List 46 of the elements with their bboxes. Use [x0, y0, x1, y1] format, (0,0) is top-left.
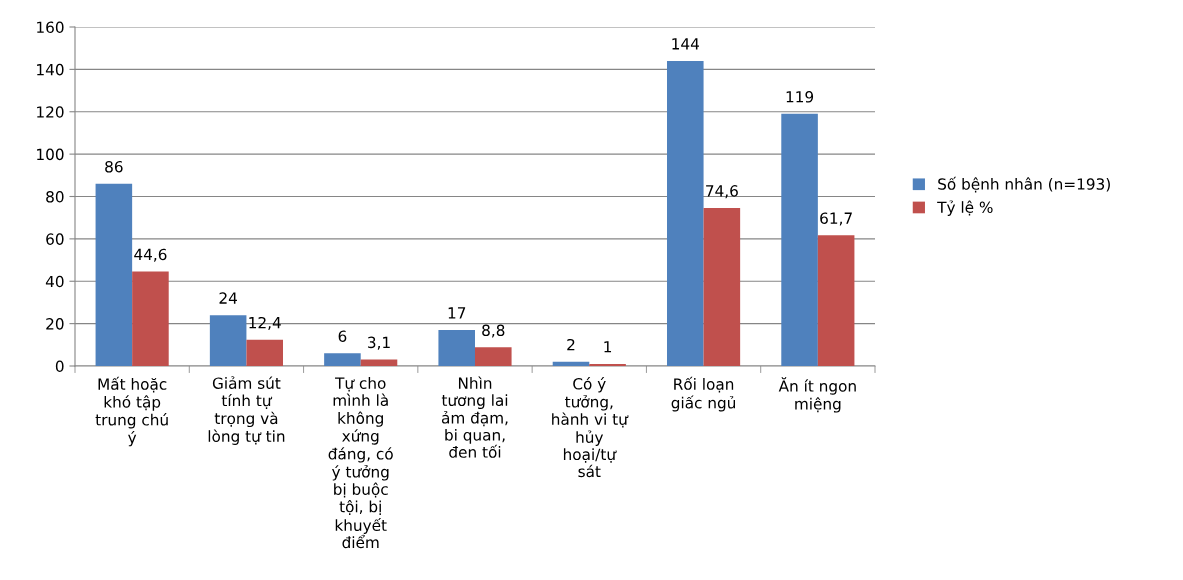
- bar: [817, 235, 855, 366]
- data-label: 44,6: [134, 248, 167, 262]
- bar: [667, 60, 704, 366]
- data-label: 61,7: [820, 212, 852, 226]
- x-tick-label: Nhìn tương lai ảm đạm, bi quan, đen tối: [441, 376, 508, 458]
- bar: [246, 339, 283, 366]
- x-tick-label: Mất hoặc khó tập trung chú ý: [95, 376, 168, 447]
- data-label: 8,8: [482, 324, 505, 338]
- y-tick-label: 80: [46, 190, 64, 203]
- y-tick-label: 120: [37, 106, 64, 118]
- data-label: 74,6: [706, 185, 738, 199]
- bar: [703, 207, 741, 366]
- bar: [589, 363, 626, 366]
- y-tick-label: 160: [37, 21, 64, 34]
- x-tick-label: Có ý tưởng, hành vi tự hủy hoại/tự sát: [552, 377, 629, 478]
- data-label: 2: [567, 338, 575, 351]
- bar: [132, 271, 169, 366]
- data-label: 86: [105, 160, 123, 173]
- data-label: 6: [338, 330, 347, 342]
- data-label: 3,1: [368, 336, 390, 350]
- y-tick-label: 140: [37, 63, 64, 76]
- category-label: Tự cho mình là không xứng đáng, có ý tưởng bị buộc tội, bị khuyết điểm: [328, 377, 393, 549]
- data-label: 144: [672, 38, 700, 50]
- data-label: 1: [604, 341, 612, 353]
- data-label: 24: [219, 292, 238, 304]
- bar: [209, 315, 247, 366]
- bar: [781, 113, 818, 366]
- y-tick-label: 40: [45, 275, 64, 288]
- x-tick-label: Rối loạn giấc ngủ: [671, 376, 735, 412]
- x-tick-label: Giảm sút tính tự trọng và lòng tự tin: [208, 376, 285, 445]
- bar: [360, 359, 398, 366]
- y-tick-label: 100: [37, 148, 64, 161]
- legend-label: Tỷ lệ %: [937, 200, 993, 216]
- legend-label: Số bệnh nhân (n=193): [938, 176, 1110, 193]
- y-tick-label: 20: [46, 318, 64, 330]
- data-label: 12,4: [249, 316, 281, 330]
- bar: [438, 329, 475, 366]
- bar: [552, 361, 590, 366]
- bar: [324, 353, 361, 366]
- data-label: 17: [448, 307, 466, 319]
- bar: [95, 183, 133, 366]
- data-label: 119: [786, 91, 814, 103]
- y-tick-label: 0: [55, 360, 64, 373]
- x-tick-label: Ăn ít ngon miệng: [778, 377, 856, 413]
- y-tick-label: 60: [46, 233, 64, 245]
- bar: [475, 347, 512, 366]
